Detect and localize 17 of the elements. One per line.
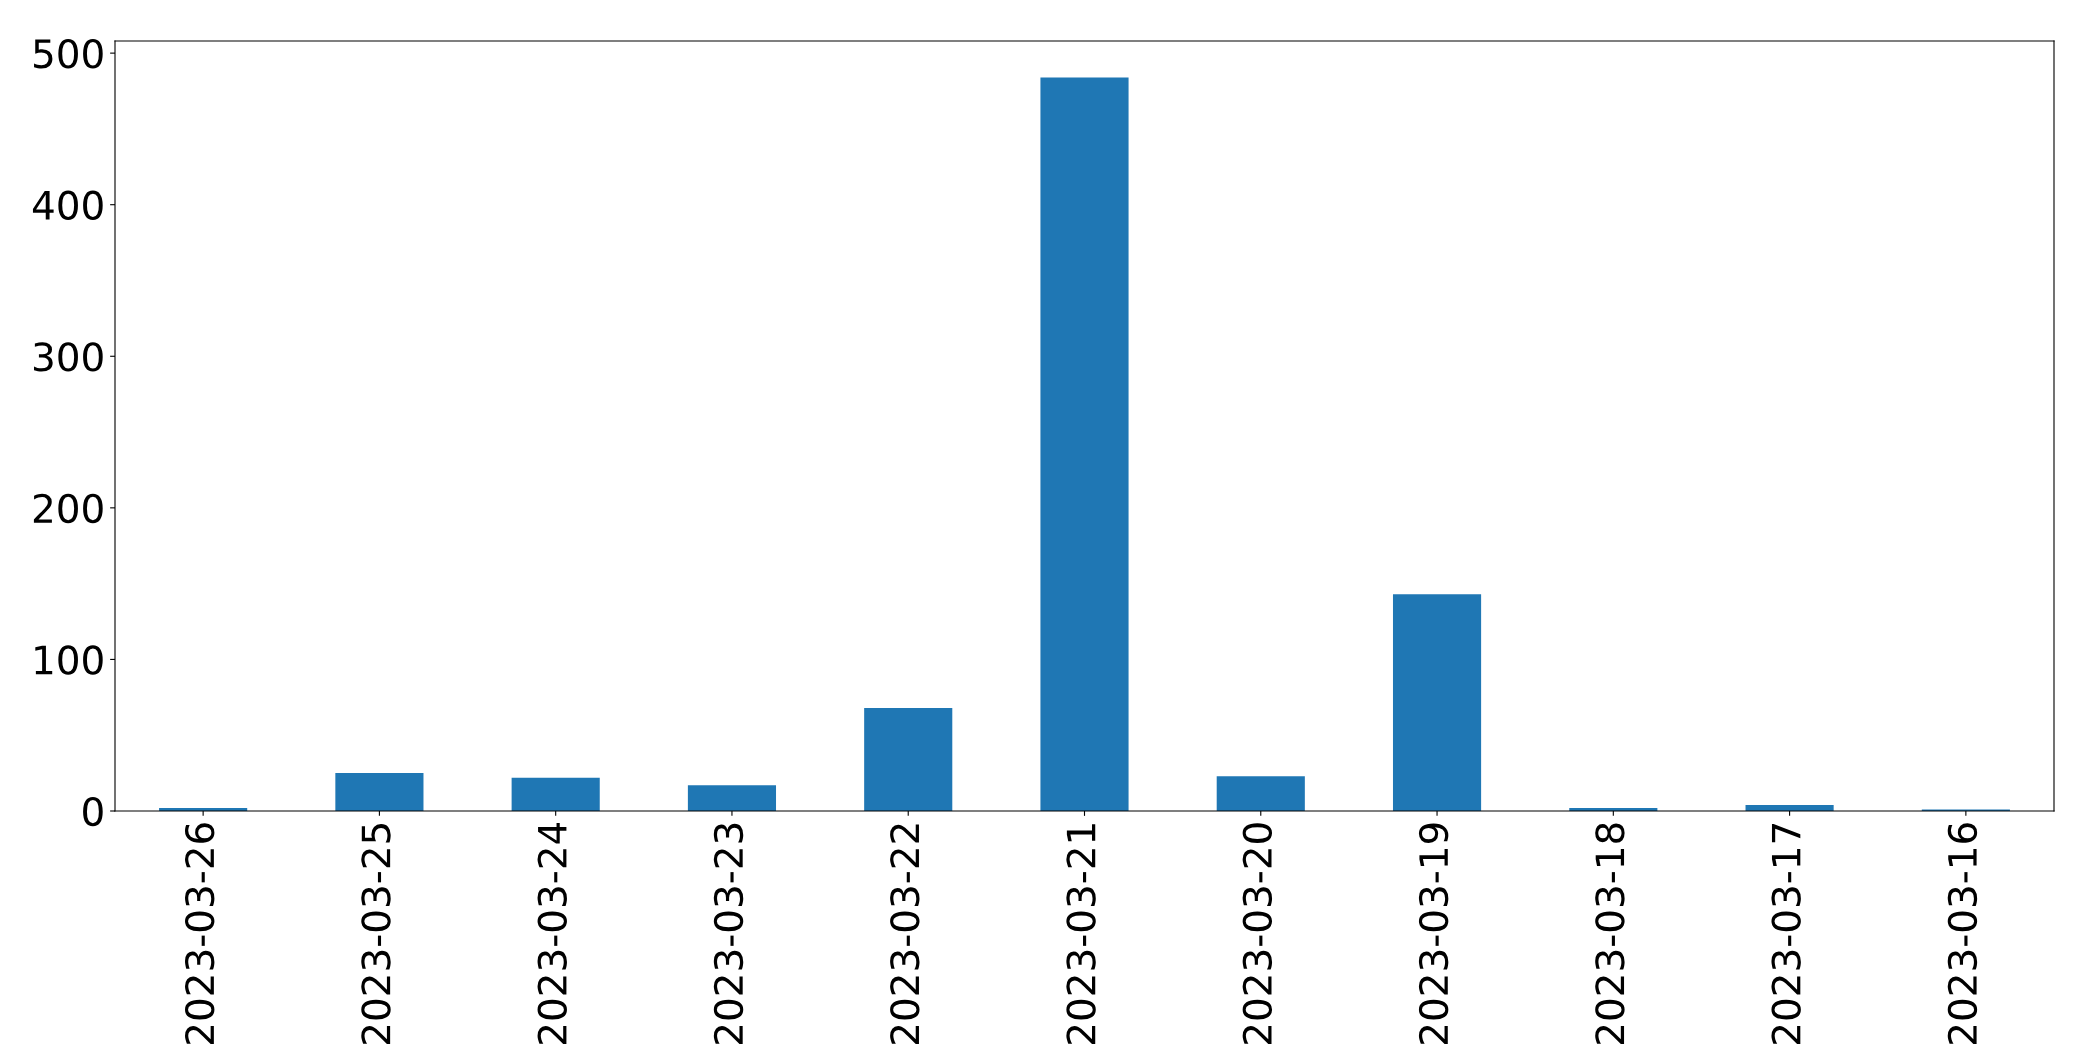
y-tick-label: 100 — [35, 645, 103, 675]
x-tick-label: 2023-03-18 — [1595, 823, 1625, 1044]
y-tick-label: 200 — [33, 493, 103, 524]
x-tick-label: 2023-03-23 — [713, 823, 744, 1044]
y-tick-label: 500 — [34, 39, 103, 69]
x-tick-label: 2023-03-19 — [1418, 823, 1449, 1044]
x-tick-label: 2023-03-25 — [361, 824, 391, 1044]
x-tick-label: 2023-03-20 — [1242, 823, 1273, 1044]
y-tick-label: 400 — [32, 190, 103, 221]
x-tick-label: 2023-03-21 — [1066, 824, 1096, 1044]
x-tick-label: 2023-03-22 — [890, 824, 920, 1044]
x-tick-label: 2023-03-17 — [1771, 824, 1801, 1044]
x-tick-label: 2023-03-24 — [537, 822, 567, 1044]
y-tick-label: 300 — [34, 342, 103, 372]
x-tick-label: 2023-03-16 — [1947, 823, 1978, 1044]
x-tick-label: 2023-03-26 — [185, 823, 215, 1044]
y-tick-label: 0 — [83, 796, 103, 827]
